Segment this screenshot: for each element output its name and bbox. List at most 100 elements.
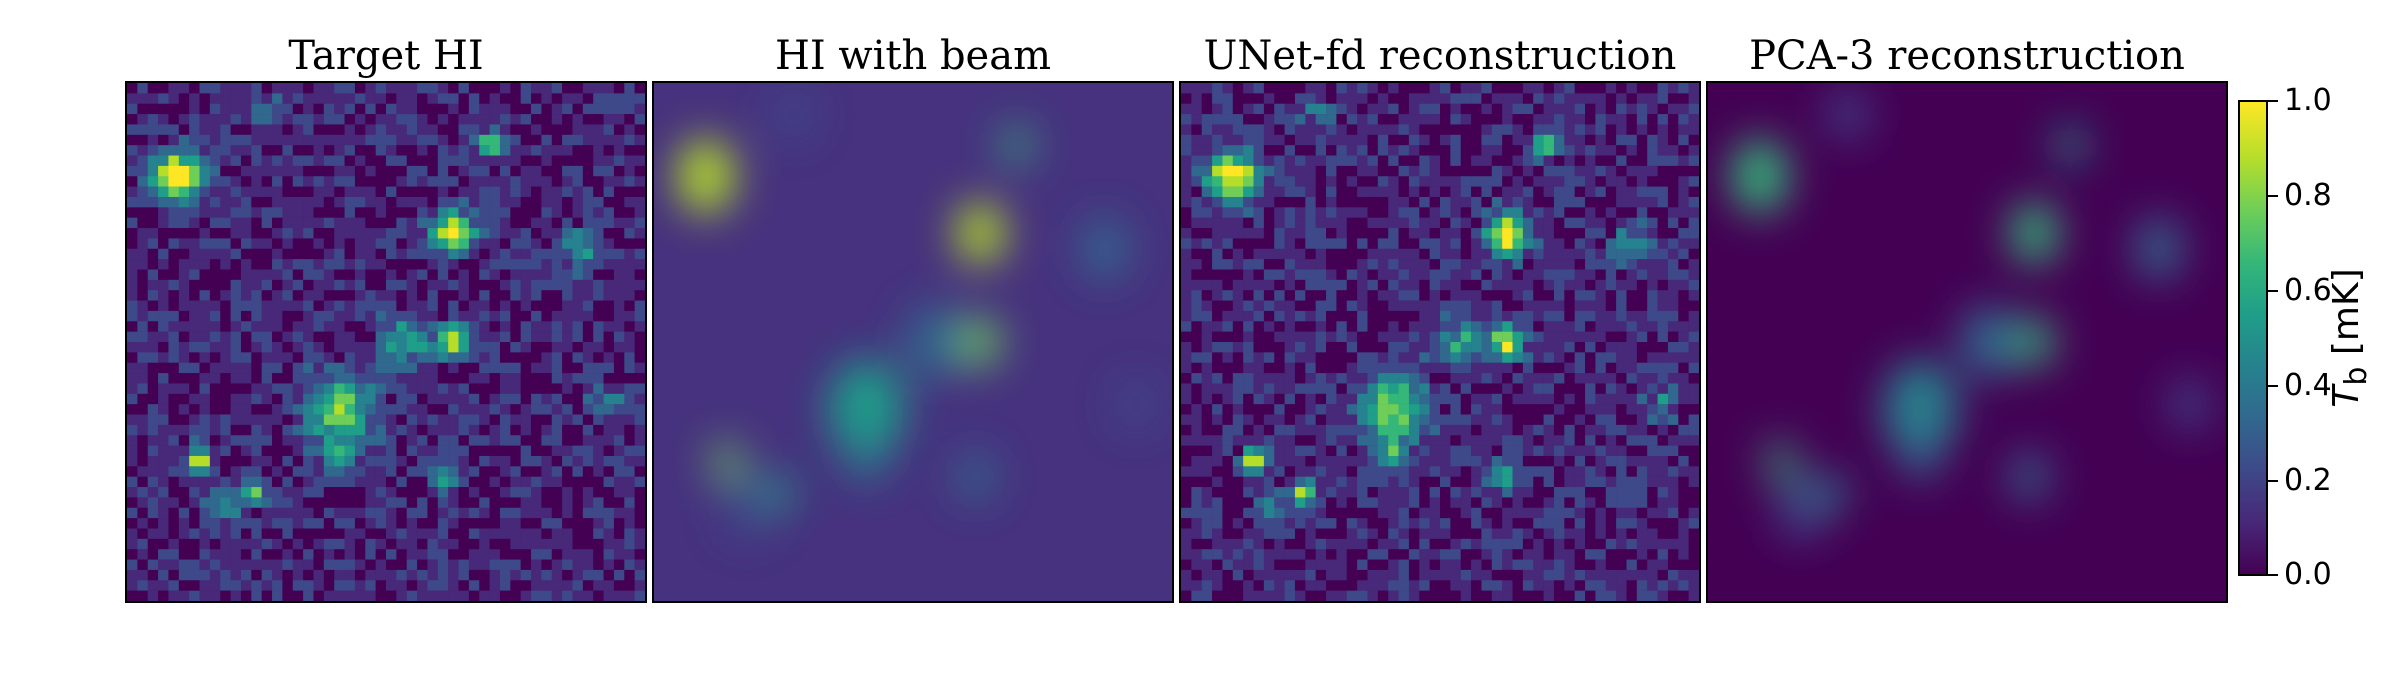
heatmap-cell [1263,559,1275,571]
heatmap-cell [1460,290,1472,301]
heatmap-cell [344,352,356,363]
heatmap-cell [147,404,159,415]
heatmap-cell [1533,300,1544,312]
heatmap-cell [562,487,573,498]
heatmap-cell [1522,165,1534,177]
heatmap-cell [1253,362,1265,374]
heatmap-cell [127,228,138,239]
heatmap-cell [365,528,376,540]
heatmap-cell [613,103,625,115]
heatmap-cell [137,549,148,560]
heatmap-cell [386,590,397,601]
heatmap-cell [1636,217,1648,229]
heatmap-cell [531,476,542,488]
heatmap-cell [240,569,252,581]
heatmap-cell [1346,310,1358,322]
heatmap-cell [178,83,190,94]
heatmap-cell [282,176,294,187]
heatmap-cell [1440,466,1451,477]
heatmap-cell [1263,300,1275,312]
heatmap-cell [1429,165,1441,177]
heatmap-cell [1191,155,1202,167]
heatmap-cell [375,549,387,560]
heatmap-cell [1336,155,1348,167]
heatmap-cell [1678,497,1689,509]
heatmap-cell [1678,549,1689,560]
heatmap-cell [1243,103,1254,115]
heatmap-cell [1481,176,1493,187]
heatmap-cell [572,145,584,156]
heatmap-cell [1533,217,1544,229]
heatmap-cell [1543,342,1555,353]
heatmap-cell [562,476,573,488]
heatmap-cell [613,383,625,395]
heatmap-cell [1419,383,1430,395]
heatmap-cell [199,269,211,281]
heatmap-cell [489,342,501,353]
heatmap-cell [593,383,604,395]
heatmap-cell [1222,404,1234,415]
heatmap-cell [520,186,532,198]
heatmap-cell [1460,559,1472,571]
heatmap-cell [624,569,635,581]
heatmap-cell [613,259,625,270]
heatmap-cell [1294,155,1306,167]
heatmap-cell [593,404,604,415]
heatmap-cell [1408,93,1420,104]
heatmap-cell [1419,507,1430,519]
heatmap-cell [251,362,262,374]
heatmap-cell [1377,196,1389,208]
heatmap-cell [1616,300,1627,312]
heatmap-cell [178,269,190,281]
heatmap-cell [1419,124,1430,136]
heatmap-cell [1388,559,1399,571]
heatmap-cell [261,248,273,260]
heatmap-cell [365,497,376,509]
heatmap-cell [354,290,366,301]
heatmap-cell [272,507,283,519]
heatmap-cell [230,362,242,374]
heatmap-cell [1522,549,1534,560]
heatmap-cell [562,362,573,374]
heatmap-cell [303,476,314,488]
heatmap-cell [1616,165,1627,177]
heatmap-cell [1585,507,1596,519]
heatmap-cell [292,114,304,125]
heatmap-cell [354,569,366,581]
heatmap-cell [1336,165,1348,177]
heatmap-cell [1605,528,1617,540]
heatmap-cell [1294,383,1306,395]
heatmap-cell [1263,217,1275,229]
heatmap-cell [1201,217,1213,229]
heatmap-cell [1564,373,1575,384]
heatmap-cell [1647,279,1658,291]
heatmap-cell [1605,424,1617,436]
heatmap-cell [189,445,200,457]
heatmap-cell [1533,176,1544,187]
heatmap-cell [1419,196,1430,208]
heatmap-cell [1574,331,1586,343]
heatmap-cell [489,248,501,260]
heatmap-cell [1284,207,1296,218]
heatmap-cell [1212,248,1223,260]
heatmap-cell [1440,580,1451,591]
heatmap-cell [468,300,480,312]
heatmap-cell [1460,114,1472,125]
heatmap-cell [1450,559,1461,571]
heatmap-cell [520,310,532,322]
heatmap-cell [1512,155,1524,167]
heatmap-cell [613,518,625,529]
heatmap-cell [272,549,283,560]
heatmap-cell [1678,580,1689,591]
heatmap-cell [1502,145,1513,156]
heatmap-cell [1460,352,1472,363]
heatmap-cell [282,383,294,395]
heatmap-cell [1243,383,1254,395]
heatmap-cell [1471,466,1482,477]
heatmap-cell [282,331,294,343]
heatmap-cell [396,217,407,229]
heatmap-cell [1429,248,1441,260]
heatmap-cell [582,331,594,343]
heatmap-cell [323,373,335,384]
heatmap-cell [603,103,615,115]
